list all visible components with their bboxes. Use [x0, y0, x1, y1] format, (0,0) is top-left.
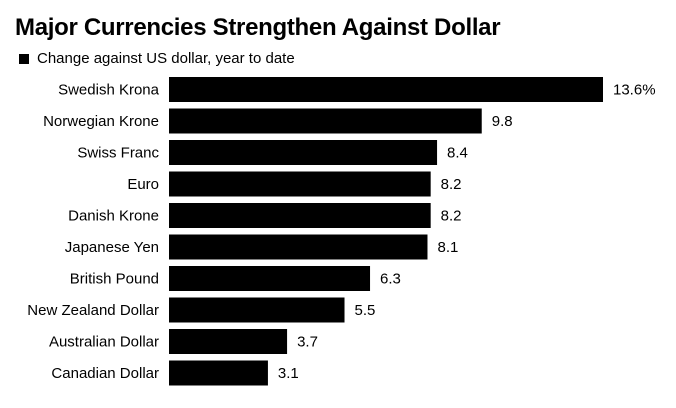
data-label: 3.7	[297, 334, 318, 351]
bar	[169, 77, 603, 102]
data-label: 5.5	[355, 302, 376, 319]
bar	[169, 108, 482, 134]
bar	[169, 203, 431, 228]
category-label: New Zealand Dollar	[27, 302, 159, 319]
chart-title: Major Currencies Strengthen Against Doll…	[15, 14, 501, 41]
bar	[169, 171, 431, 197]
category-label: Japanese Yen	[65, 239, 159, 256]
category-label: Australian Dollar	[49, 334, 159, 351]
data-label: 8.2	[441, 176, 462, 193]
data-label: 8.2	[441, 208, 462, 225]
data-label: 3.1	[278, 365, 299, 382]
category-label: Danish Krone	[68, 208, 159, 225]
legend-swatch	[19, 53, 29, 64]
chart-legend: Change against US dollar, year to date	[19, 50, 295, 67]
bar	[169, 360, 268, 386]
data-label: 8.1	[437, 239, 458, 256]
legend-label: Change against US dollar, year to date	[37, 50, 295, 67]
bar	[169, 266, 371, 291]
category-label: Norwegian Krone	[43, 113, 159, 130]
category-label: British Pound	[70, 271, 159, 288]
bar	[169, 140, 438, 165]
data-label: 6.3	[380, 271, 401, 288]
data-label: 13.6%	[613, 82, 656, 99]
data-label: 9.8	[492, 113, 513, 130]
data-label: 8.4	[447, 145, 468, 162]
bar	[169, 234, 428, 260]
bar	[169, 297, 345, 323]
category-label: Swedish Krona	[58, 82, 160, 99]
category-label: Euro	[127, 176, 159, 193]
category-label: Swiss Franc	[77, 145, 159, 162]
category-label: Canadian Dollar	[51, 365, 159, 382]
bar	[169, 329, 288, 354]
